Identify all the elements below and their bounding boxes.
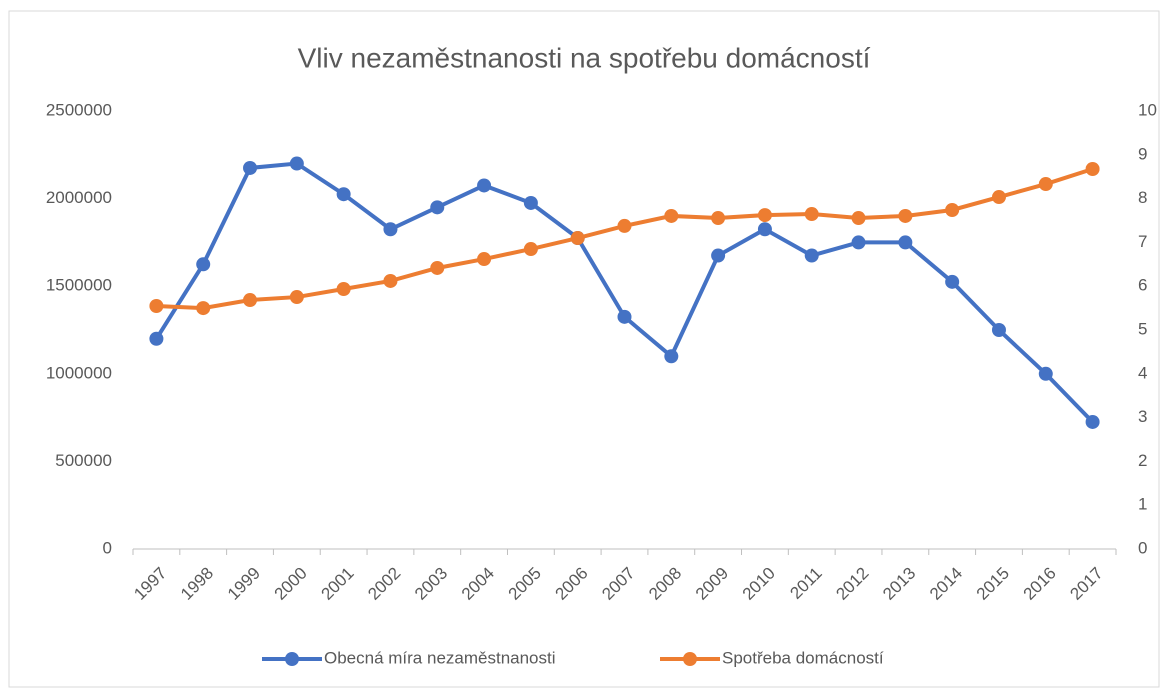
y-tick-label: 2000000 xyxy=(46,188,112,207)
data-point xyxy=(477,178,492,193)
chart-border xyxy=(8,10,1160,688)
legend-marker xyxy=(683,652,697,666)
legend-marker xyxy=(285,652,299,666)
data-point xyxy=(1085,161,1100,176)
data-point xyxy=(430,260,445,275)
data-point xyxy=(664,349,679,364)
data-point xyxy=(477,252,492,267)
y2-tick-label: 5 xyxy=(1138,319,1147,338)
y2-tick-label: 7 xyxy=(1138,232,1147,251)
data-point xyxy=(149,331,164,346)
y-tick-label: 1500000 xyxy=(46,276,112,295)
data-point xyxy=(1038,177,1053,192)
data-point xyxy=(289,290,304,305)
data-point xyxy=(383,222,398,237)
data-point xyxy=(991,323,1006,337)
data-point xyxy=(336,282,351,297)
data-point xyxy=(149,298,164,313)
data-point xyxy=(243,293,258,308)
data-point xyxy=(664,208,679,223)
data-point xyxy=(804,248,819,263)
data-point xyxy=(945,274,960,289)
data-point xyxy=(1085,414,1100,429)
data-point xyxy=(804,207,819,222)
y-tick-label: 500000 xyxy=(55,451,112,470)
y-tick-label: 0 xyxy=(103,538,112,557)
data-point xyxy=(757,222,772,237)
data-point xyxy=(617,309,632,324)
y2-tick-label: 6 xyxy=(1138,276,1147,295)
data-point xyxy=(383,273,398,288)
data-point xyxy=(945,202,960,217)
data-point xyxy=(523,195,538,210)
y2-tick-label: 2 xyxy=(1138,451,1147,470)
y-tick-label: 1000000 xyxy=(46,363,112,382)
data-point xyxy=(196,301,211,316)
y2-tick-label: 9 xyxy=(1138,144,1147,163)
data-point xyxy=(243,160,258,175)
data-point xyxy=(196,257,211,272)
data-point xyxy=(757,208,772,223)
chart-title: Vliv nezaměstnanosti na spotřebu domácno… xyxy=(298,42,871,73)
data-point xyxy=(430,200,445,215)
y2-tick-label: 8 xyxy=(1138,188,1147,207)
y2-tick-label: 0 xyxy=(1138,538,1147,557)
data-point xyxy=(336,187,351,202)
data-point xyxy=(711,211,726,226)
data-point xyxy=(991,190,1006,205)
legend-label: Obecná míra nezaměstnanosti xyxy=(324,648,556,667)
y2-tick-label: 1 xyxy=(1138,495,1147,514)
data-point xyxy=(1038,366,1053,381)
data-point xyxy=(570,231,585,246)
legend-label: Spotřeba domácností xyxy=(722,648,884,667)
data-point xyxy=(617,218,632,233)
data-point xyxy=(851,235,866,250)
data-point xyxy=(289,156,304,171)
y2-tick-label: 10 xyxy=(1138,100,1157,119)
y2-tick-label: 3 xyxy=(1138,407,1147,426)
data-point xyxy=(898,235,913,250)
y-tick-label: 2500000 xyxy=(46,100,112,119)
data-point xyxy=(523,242,538,257)
data-point xyxy=(898,208,913,223)
data-point xyxy=(851,211,866,226)
y2-tick-label: 4 xyxy=(1138,363,1147,382)
data-point xyxy=(711,248,726,263)
